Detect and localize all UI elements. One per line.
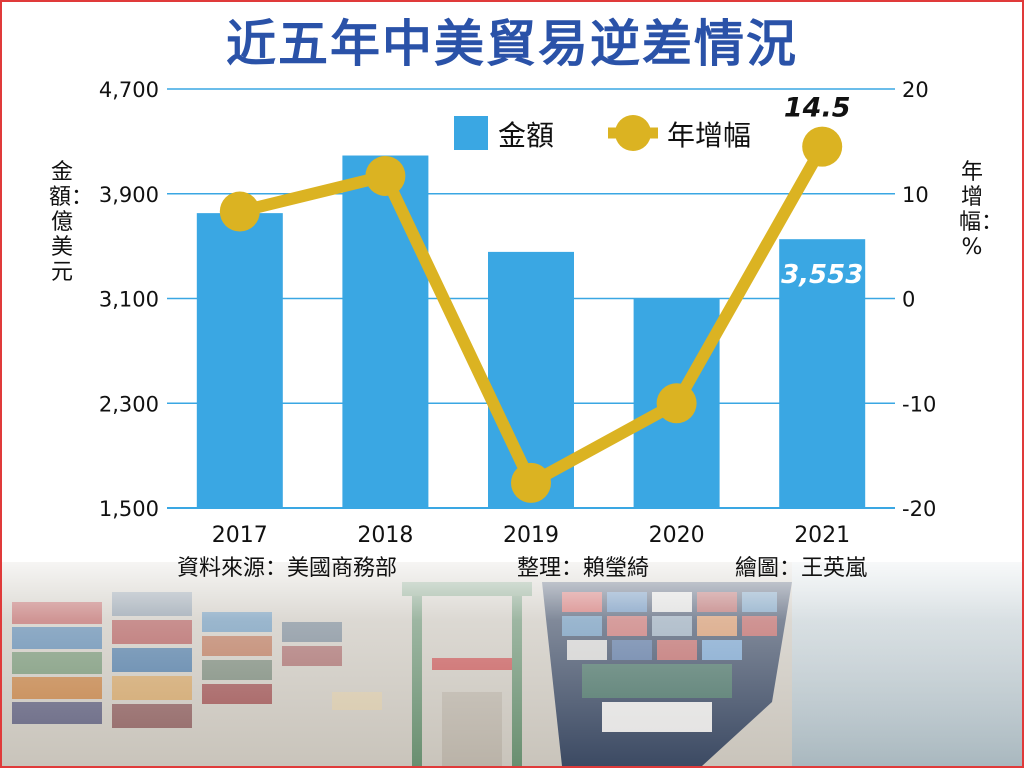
left-tick-label: 4,700	[99, 78, 159, 102]
growth-point-2019	[511, 462, 551, 503]
left-tick-label: 2,300	[99, 392, 159, 416]
credit-source: 資料來源：美國商務部	[177, 556, 398, 581]
legend-amount-label: 金額	[498, 119, 555, 152]
right-tick-label: 10	[902, 183, 929, 207]
left-tick-label: 1,500	[99, 497, 159, 521]
x-axis-labels: 2017 2018 2019 2020 2021	[212, 523, 850, 548]
right-tick-label: -10	[902, 392, 936, 416]
bar-2017	[196, 213, 283, 508]
growth-point-2020	[656, 383, 697, 424]
legend-growth-label: 年增幅	[667, 119, 752, 152]
legend-bar-swatch	[454, 116, 488, 150]
credit-illustrator: 繪圖：王英嵐	[735, 556, 868, 581]
left-tick-label: 3,900	[99, 183, 159, 207]
right-tick-label: 20	[902, 78, 929, 102]
annotations: 14.5 3,553	[781, 93, 863, 291]
chart-title: 近五年中美貿易逆差情況	[226, 15, 798, 73]
credit-editor: 整理：賴瑩綺	[517, 556, 650, 581]
growth-point-2018	[365, 155, 406, 196]
bars	[196, 155, 866, 509]
x-tick-label: 2018	[357, 523, 413, 548]
right-axis-ticks: 20 10 0 -10 -20	[902, 78, 936, 521]
x-tick-label: 2020	[649, 523, 705, 548]
growth-point-2017	[219, 191, 260, 232]
right-tick-label: -20	[902, 497, 936, 521]
right-tick-label: 0	[902, 288, 915, 312]
growth-point-2021	[802, 126, 843, 167]
legend-line-marker	[615, 115, 651, 151]
x-tick-label: 2017	[212, 523, 268, 548]
x-tick-label: 2021	[794, 523, 850, 548]
legend	[454, 115, 658, 151]
bar-value-label: 3,553	[781, 260, 863, 290]
bar-2021	[779, 239, 866, 509]
growth-line	[219, 126, 843, 503]
bar-2018	[342, 155, 429, 509]
growth-value-label: 14.5	[784, 93, 851, 124]
chart: 4,700 3,900 3,100 2,300 1,500 20 10 0 -10 -20 20…	[99, 78, 936, 548]
left-axis-ticks: 4,700 3,900 3,100 2,300 1,500	[99, 78, 159, 521]
left-tick-label: 3,100	[99, 288, 159, 312]
x-tick-label: 2019	[503, 523, 559, 548]
